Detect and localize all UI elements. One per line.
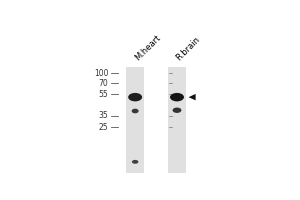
Bar <box>126 67 144 173</box>
Ellipse shape <box>170 93 184 101</box>
Text: 70: 70 <box>99 79 108 88</box>
Text: 25: 25 <box>99 123 108 132</box>
Text: 55: 55 <box>99 90 108 99</box>
Polygon shape <box>189 94 196 100</box>
Ellipse shape <box>128 93 142 101</box>
Ellipse shape <box>172 108 182 113</box>
Text: 100: 100 <box>94 69 108 78</box>
Ellipse shape <box>132 109 139 113</box>
Bar <box>168 67 186 173</box>
Ellipse shape <box>132 160 138 164</box>
Text: M.heart: M.heart <box>133 33 162 62</box>
Text: R.brain: R.brain <box>175 35 202 62</box>
Text: 35: 35 <box>99 111 108 120</box>
